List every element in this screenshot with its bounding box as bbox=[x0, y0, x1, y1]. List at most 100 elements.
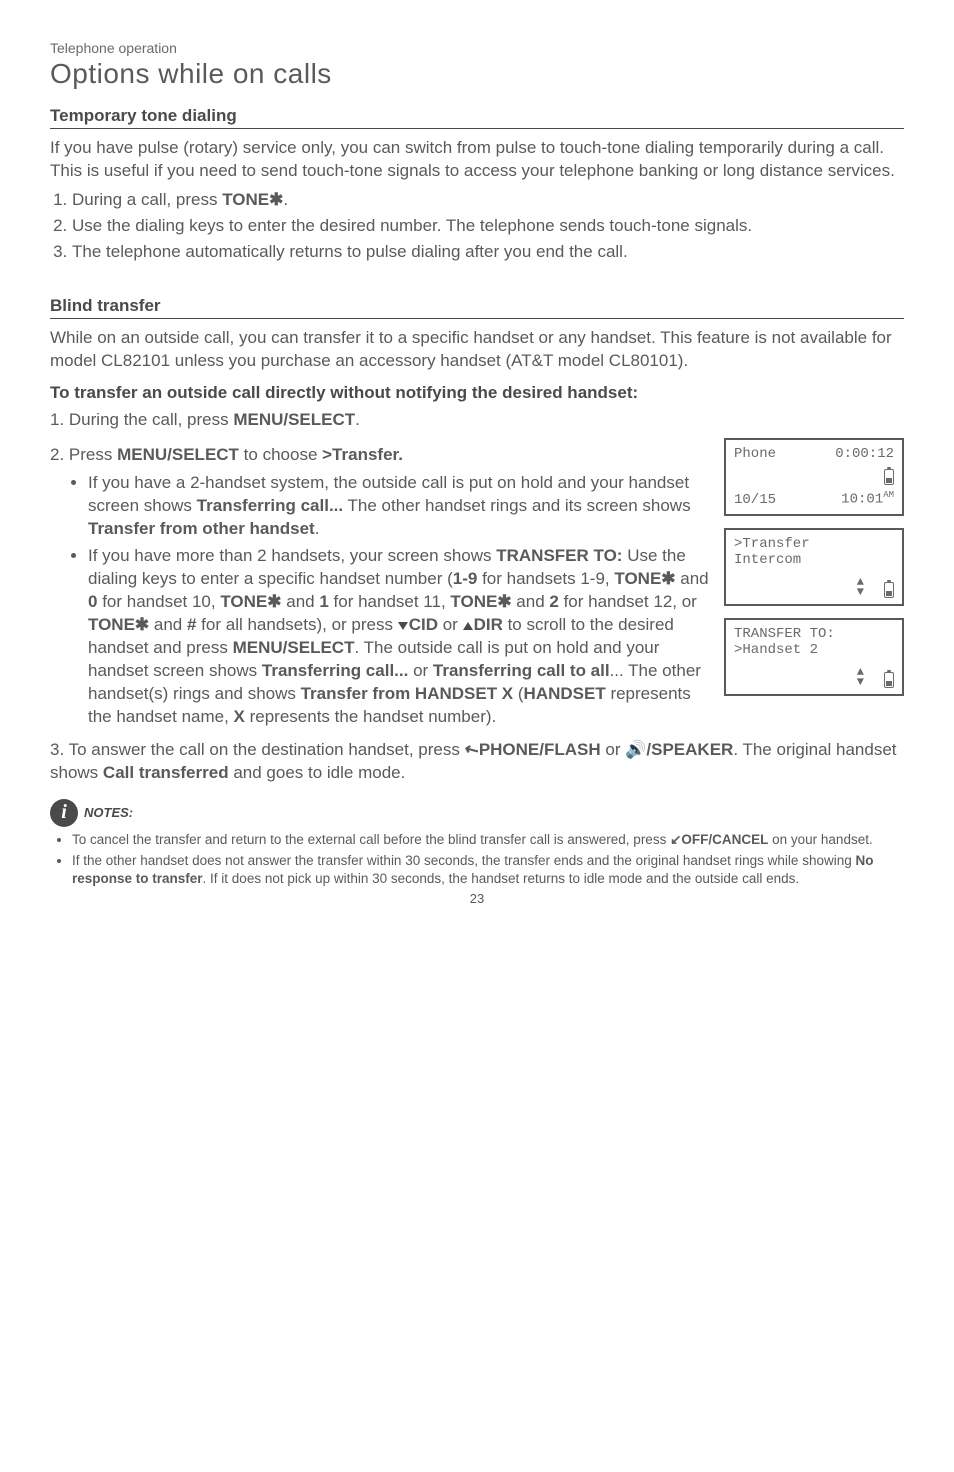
b1b: Transferring call... bbox=[197, 496, 343, 515]
notes-label: NOTES: bbox=[84, 805, 133, 820]
n1b: OFF bbox=[681, 832, 708, 847]
b2r: TONE bbox=[88, 615, 135, 634]
b2u: for all handsets), or press bbox=[196, 615, 397, 634]
b2aa: /SELECT bbox=[283, 638, 355, 657]
page-title: Options while on calls bbox=[50, 58, 904, 90]
b2al: represents the handset number). bbox=[245, 707, 496, 726]
b2e: for handsets 1-9, bbox=[477, 569, 614, 588]
b1c: The other handset rings and its screen s… bbox=[343, 496, 690, 515]
lcd-screen-2: >Transfer Intercom ▲▼ bbox=[724, 528, 904, 606]
temp-step-1: During a call, press TONE✱. bbox=[72, 189, 904, 212]
b2n: TONE bbox=[450, 592, 497, 611]
battery-icon-2 bbox=[884, 582, 894, 598]
battery-icon-3 bbox=[884, 672, 894, 688]
b2ah: ( bbox=[513, 684, 523, 703]
s3e: /SPEAKER bbox=[646, 740, 733, 759]
star-4: ✱ bbox=[497, 592, 511, 611]
notes-list: To cancel the transfer and return to the… bbox=[50, 831, 904, 888]
s3g: Call transferred bbox=[103, 763, 229, 782]
info-icon: i bbox=[50, 799, 78, 827]
b2b: TRANSFER TO: bbox=[496, 546, 622, 565]
b2o: and bbox=[512, 592, 550, 611]
b1d: Transfer from other handset bbox=[88, 519, 315, 538]
b2z: MENU bbox=[233, 638, 283, 657]
lcd1-timer: 0:00:12 bbox=[835, 446, 894, 462]
lcd-screens-column: Phone 0:00:12 10/15 10:01AM >Transfer In… bbox=[724, 438, 904, 708]
s2c: /SELECT bbox=[167, 445, 239, 464]
triangle-up-icon bbox=[463, 622, 473, 630]
subheading-transfer: To transfer an outside call directly wit… bbox=[50, 383, 904, 403]
temp-step-3: The telephone automatically returns to p… bbox=[72, 241, 904, 264]
star-3: ✱ bbox=[267, 592, 281, 611]
s3b: PHONE/ bbox=[479, 740, 544, 759]
n2c: . If it does not pick up within 30 secon… bbox=[203, 871, 800, 886]
s3c: FLASH bbox=[544, 740, 601, 759]
intro-blind-transfer: While on an outside call, you can transf… bbox=[50, 327, 904, 373]
s2d: to choose bbox=[239, 445, 322, 464]
b2ag: Transfer from HANDSET X bbox=[301, 684, 514, 703]
b2x: DIR bbox=[474, 615, 503, 634]
b2ac: Transferring call... bbox=[262, 661, 408, 680]
step1-c: . bbox=[283, 190, 288, 209]
temp-step-2: Use the dialing keys to enter the desire… bbox=[72, 215, 904, 238]
heading-blind-transfer: Blind transfer bbox=[50, 296, 904, 319]
s2b: MENU bbox=[117, 445, 167, 464]
star-2: ✱ bbox=[661, 569, 675, 588]
blind-step-2: 2. Press MENU/SELECT to choose >Transfer… bbox=[50, 444, 710, 467]
bullet-1: If you have a 2-handset system, the outs… bbox=[88, 472, 710, 541]
n1a: To cancel the transfer and return to the… bbox=[72, 832, 670, 847]
lcd-screen-1: Phone 0:00:12 10/15 10:01AM bbox=[724, 438, 904, 516]
s1d: . bbox=[355, 410, 360, 429]
s2a: 2. Press bbox=[50, 445, 117, 464]
notes-heading: i NOTES: bbox=[50, 799, 904, 827]
heading-temp-tone: Temporary tone dialing bbox=[50, 106, 904, 129]
hangup-icon: ↙ bbox=[670, 832, 681, 847]
lcd1-date: 10/15 bbox=[734, 492, 776, 508]
lcd1-phone: Phone bbox=[734, 446, 776, 462]
b2ai: HANDSET bbox=[524, 684, 606, 703]
b2s: and bbox=[149, 615, 187, 634]
page-number: 23 bbox=[50, 891, 904, 906]
lcd2-line1: >Transfer bbox=[734, 536, 894, 552]
b2ak: X bbox=[234, 707, 245, 726]
b2j: TONE bbox=[220, 592, 267, 611]
blind-step-1: 1. During the call, press MENU/SELECT. bbox=[50, 409, 904, 432]
b2w: or bbox=[438, 615, 463, 634]
blind-step-3: 3. To answer the call on the destination… bbox=[50, 739, 904, 785]
lcd1-time: 10:01 bbox=[841, 492, 883, 508]
s3a: 3. To answer the call on the destination… bbox=[50, 740, 465, 759]
s3h: and goes to idle mode. bbox=[229, 763, 406, 782]
b2ad: or bbox=[408, 661, 433, 680]
b2ae: Transferring call to all bbox=[433, 661, 610, 680]
lcd3-line1: TRANSFER TO: bbox=[734, 626, 894, 642]
s1c: SELECT bbox=[288, 410, 355, 429]
note-2: If the other handset does not answer the… bbox=[72, 852, 904, 887]
lcd-screen-3: TRANSFER TO: >Handset 2 ▲▼ bbox=[724, 618, 904, 696]
arrows-icon: ▲▼ bbox=[857, 578, 864, 597]
s1b: MENU/ bbox=[233, 410, 288, 429]
bullet-2: If you have more than 2 handsets, your s… bbox=[88, 545, 710, 729]
b2i: for handset 10, bbox=[97, 592, 220, 611]
s3d: or bbox=[601, 740, 626, 759]
step1-a: During a call, press bbox=[72, 190, 222, 209]
n2a: If the other handset does not answer the… bbox=[72, 853, 855, 868]
intro-temp-tone: If you have pulse (rotary) service only,… bbox=[50, 137, 904, 183]
s1a: 1. During the call, press bbox=[50, 410, 233, 429]
lcd2-line2: Intercom bbox=[734, 552, 894, 568]
b1e: . bbox=[315, 519, 320, 538]
b2k: and bbox=[282, 592, 320, 611]
step1-b: TONE bbox=[222, 190, 269, 209]
b2d: 1-9 bbox=[453, 569, 478, 588]
lcd3-line2: >Handset 2 bbox=[734, 642, 894, 658]
b2f: TONE bbox=[614, 569, 661, 588]
battery-icon bbox=[884, 469, 894, 485]
n1c: /CANCEL bbox=[708, 832, 768, 847]
b2v: CID bbox=[409, 615, 438, 634]
star-5: ✱ bbox=[135, 615, 149, 634]
lcd1-ampm: AM bbox=[883, 490, 894, 500]
triangle-down-icon bbox=[398, 622, 408, 630]
temp-tone-steps: During a call, press TONE✱. Use the dial… bbox=[50, 189, 904, 264]
b2l: 1 bbox=[319, 592, 328, 611]
b2g: and bbox=[676, 569, 709, 588]
section-overline: Telephone operation bbox=[50, 40, 904, 56]
